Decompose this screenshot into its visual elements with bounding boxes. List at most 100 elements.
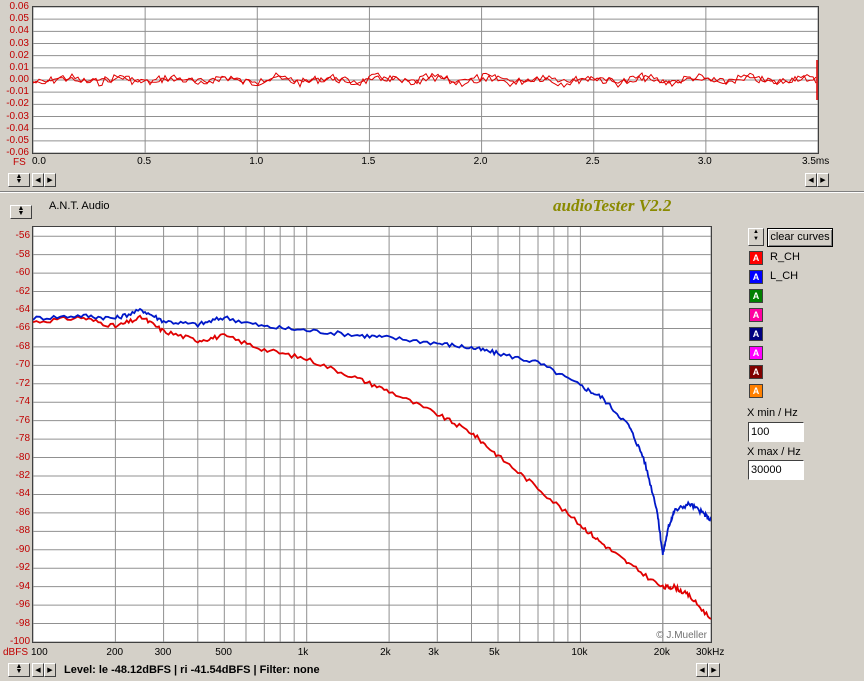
fft-x-tick: 20k [653, 647, 670, 658]
scope-y-tick: 0.05 [9, 13, 29, 25]
fft-x-tick: 2k [380, 647, 391, 658]
fft-y-tick: -92 [15, 562, 30, 574]
fft-y-tick: -90 [15, 543, 30, 555]
fft-x-tick: 100 [31, 647, 48, 658]
copyright-watermark: © J.Mueller [656, 630, 707, 641]
scope-time-left-button[interactable]: ◀ [805, 173, 817, 187]
arrow-right-icon: ▶ [47, 177, 53, 184]
fft-y-tick: -76 [15, 414, 30, 426]
arrow-left-icon: ◀ [808, 177, 814, 184]
fft-y-tick: -96 [15, 599, 30, 611]
scope-y-unit: FS [13, 157, 26, 168]
xmax-label: X max / Hz [747, 446, 801, 458]
splitter[interactable] [0, 191, 864, 193]
scope-y-tick: 0.00 [9, 74, 29, 85]
curve-color-chip[interactable]: A [749, 365, 763, 379]
arrow-right-icon: ▶ [711, 667, 717, 674]
curve-color-chip[interactable]: A [749, 251, 763, 265]
curve-color-chip[interactable]: A [749, 270, 763, 284]
spin-updown-icon: ▲ ▼ [753, 229, 759, 242]
scope-x-tick: 0.0 [32, 156, 46, 167]
fft-y-tick: -78 [15, 433, 30, 445]
scope-y-tick: -0.05 [6, 134, 29, 146]
scope-x-tick: 3.0 [697, 156, 712, 167]
fft-y-tick: -74 [15, 396, 30, 408]
scope-scroll-right-button[interactable]: ▶ [44, 173, 56, 187]
xmax-input[interactable] [748, 460, 804, 480]
curve-label: L_CH [770, 270, 799, 282]
fft-x-tick: 10k [571, 647, 588, 658]
fft-x-tick: 200 [106, 647, 124, 658]
freq-scroll-right-button[interactable]: ▶ [708, 663, 720, 677]
scope-x-tick: 2.0 [473, 156, 488, 167]
curve-color-chip[interactable]: A [749, 384, 763, 398]
scope-trace-left [33, 74, 817, 86]
scope-time-right-button[interactable]: ▶ [817, 173, 829, 187]
scope-y-tick: 0.04 [9, 25, 29, 37]
scope-y-tick: -0.04 [6, 122, 29, 134]
scope-x-tick: 1.0 [249, 156, 264, 167]
curves-spinner[interactable]: ▲ ▼ [748, 228, 764, 246]
curve-color-chip[interactable]: A [749, 346, 763, 360]
fft-y-tick: -82 [15, 470, 30, 481]
fft-x-tick: 3k [428, 647, 439, 658]
fft-y-tick: -70 [15, 359, 30, 371]
fft-scroll-right-button[interactable]: ▶ [44, 663, 56, 677]
fft-y-tick: -84 [15, 488, 30, 500]
spin-updown-icon: ▲ ▼ [15, 663, 23, 675]
fft-scroll-left-button[interactable]: ◀ [32, 663, 44, 677]
scope-y-tick: 0.06 [9, 1, 29, 12]
fft-y-tick: -86 [15, 506, 30, 518]
arrow-left-icon: ◀ [35, 667, 41, 674]
scope-plot [33, 7, 818, 153]
spin-updown-icon: ▲ ▼ [15, 173, 23, 185]
arrow-right-icon: ▶ [820, 177, 826, 184]
curve-color-chip[interactable]: A [749, 289, 763, 303]
scope-x-tick: 2.5 [585, 156, 600, 167]
xmin-input[interactable] [748, 422, 804, 442]
fft-y-tick: -64 [15, 304, 30, 315]
scope-amplitude-spinner[interactable]: ▲ ▼ [8, 173, 30, 187]
fft-y-tick: -98 [15, 617, 30, 629]
scope-y-tick: -0.06 [6, 147, 29, 158]
scope-y-tick: -0.03 [6, 110, 29, 122]
fft-series-l-ch [33, 307, 711, 555]
fft-x-tick: 300 [154, 647, 172, 658]
fft-y-tick: -88 [15, 525, 30, 537]
scope-x-tick: 1.5 [361, 156, 376, 167]
fft-series-r-ch [33, 314, 711, 620]
scope-y-tick: 0.02 [9, 49, 29, 61]
scope-y-tick: -0.02 [6, 98, 29, 110]
fft-y-tick: -100 [9, 636, 30, 647]
fft-y-tick: -66 [15, 322, 30, 334]
fft-y-tick: -60 [15, 267, 30, 279]
scope-y-tick: 0.03 [9, 37, 29, 49]
app-title: audioTester V2.2 [553, 196, 672, 215]
fft-x-tick: 30kHz [696, 647, 725, 658]
scope-scroll-left-button[interactable]: ◀ [32, 173, 44, 187]
fft-y-tick: -72 [15, 377, 30, 389]
fft-y-unit: dBFS [3, 647, 29, 658]
curve-color-chip[interactable]: A [749, 308, 763, 322]
clear-curves-button[interactable]: clear curves [767, 228, 833, 247]
fft-y-tick: -58 [15, 248, 30, 260]
scope-panel [32, 6, 819, 154]
fft-x-tick: 5k [489, 647, 500, 658]
arrow-left-icon: ◀ [699, 667, 705, 674]
curve-color-chip[interactable]: A [749, 327, 763, 341]
scope-y-tick: -0.01 [6, 86, 29, 98]
level-spinner[interactable]: ▲ ▼ [8, 663, 30, 677]
fft-x-tick: 1k [297, 647, 309, 658]
curve-label: R_CH [770, 251, 800, 263]
scope-x-tick: 3.5ms [802, 156, 830, 167]
fft-y-tick: -94 [15, 580, 30, 592]
company-label: A.N.T. Audio [49, 200, 110, 212]
spin-updown-icon: ▲ ▼ [17, 205, 25, 217]
fft-amplitude-spinner[interactable]: ▲ ▼ [10, 205, 32, 219]
freq-scroll-left-button[interactable]: ◀ [696, 663, 708, 677]
scope-y-tick: 0.01 [9, 61, 29, 73]
fft-y-tick: -56 [15, 230, 30, 242]
fft-y-tick: -80 [15, 451, 30, 463]
arrow-right-icon: ▶ [47, 667, 53, 674]
arrow-left-icon: ◀ [35, 177, 41, 184]
